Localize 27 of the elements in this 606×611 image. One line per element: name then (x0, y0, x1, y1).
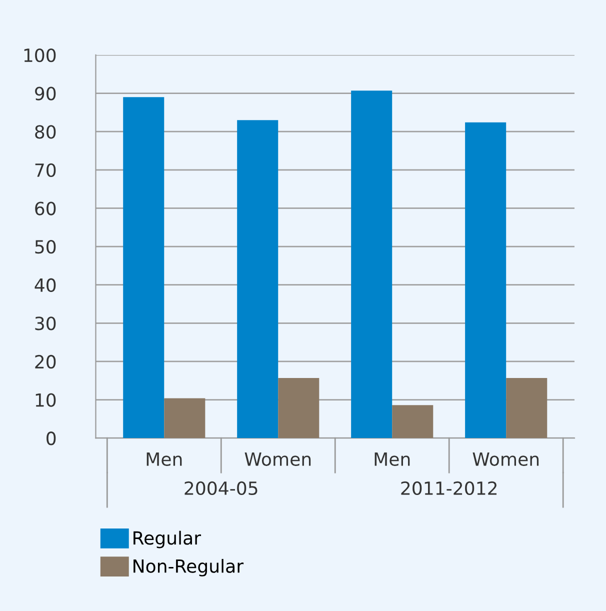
bar (278, 378, 320, 438)
bar (237, 120, 278, 438)
legend-label: Regular (134, 530, 202, 548)
y-tick-label: 90 (35, 86, 56, 100)
text: 2004-05 (184, 481, 258, 496)
bar (351, 90, 392, 438)
x-tick-label: Men (374, 452, 410, 466)
y-tick-label: 0 (46, 432, 56, 446)
bar (123, 97, 164, 438)
bar (465, 122, 506, 438)
bar (164, 398, 206, 438)
y-tick-label: 10 (36, 393, 56, 407)
x-tick-label: Women (244, 452, 311, 466)
legend-label: Non-Regular (134, 558, 244, 576)
y-tick-label: 50 (35, 240, 56, 254)
bar (506, 378, 548, 438)
y-tick-label: 40 (34, 278, 56, 292)
x-tick-label: Women (472, 452, 539, 466)
text: 2011-2012 (401, 481, 496, 496)
y-tick-label: 20 (35, 354, 56, 369)
y-tick-label: 80 (35, 125, 56, 139)
y-tick-label: 70 (35, 163, 56, 178)
y-tick-label: 60 (35, 202, 56, 216)
y-tick-label: 100 (24, 48, 56, 62)
bar (392, 405, 434, 438)
x-tick-label: Men (146, 452, 182, 466)
y-tick-label: 30 (35, 316, 56, 330)
